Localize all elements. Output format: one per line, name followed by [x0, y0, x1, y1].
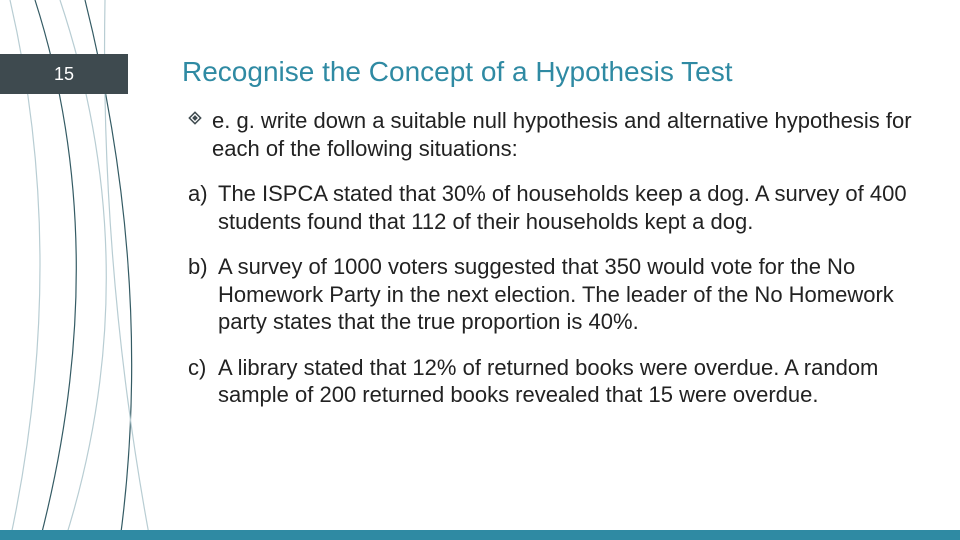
- item-label: c): [188, 354, 218, 382]
- intro-row: e. g. write down a suitable null hypothe…: [188, 107, 922, 162]
- intro-text: e. g. write down a suitable null hypothe…: [212, 107, 922, 162]
- item-text: A library stated that 12% of returned bo…: [218, 354, 922, 409]
- list-item: b) A survey of 1000 voters suggested tha…: [188, 253, 922, 336]
- content-area: Recognise the Concept of a Hypothesis Te…: [182, 54, 922, 427]
- list-item: a) The ISPCA stated that 30% of househol…: [188, 180, 922, 235]
- bottom-accent-bar: [0, 530, 960, 540]
- list-item: c) A library stated that 12% of returned…: [188, 354, 922, 409]
- page-number: 15: [54, 64, 74, 85]
- item-list: a) The ISPCA stated that 30% of househol…: [188, 180, 922, 409]
- item-label: a): [188, 180, 218, 208]
- item-label: b): [188, 253, 218, 281]
- slide: 15 Recognise the Concept of a Hypothesis…: [0, 0, 960, 540]
- slide-title: Recognise the Concept of a Hypothesis Te…: [182, 54, 922, 89]
- item-text: The ISPCA stated that 30% of households …: [218, 180, 922, 235]
- item-text: A survey of 1000 voters suggested that 3…: [218, 253, 922, 336]
- page-number-tab: 15: [0, 54, 128, 94]
- diamond-bullet-icon: [188, 111, 202, 130]
